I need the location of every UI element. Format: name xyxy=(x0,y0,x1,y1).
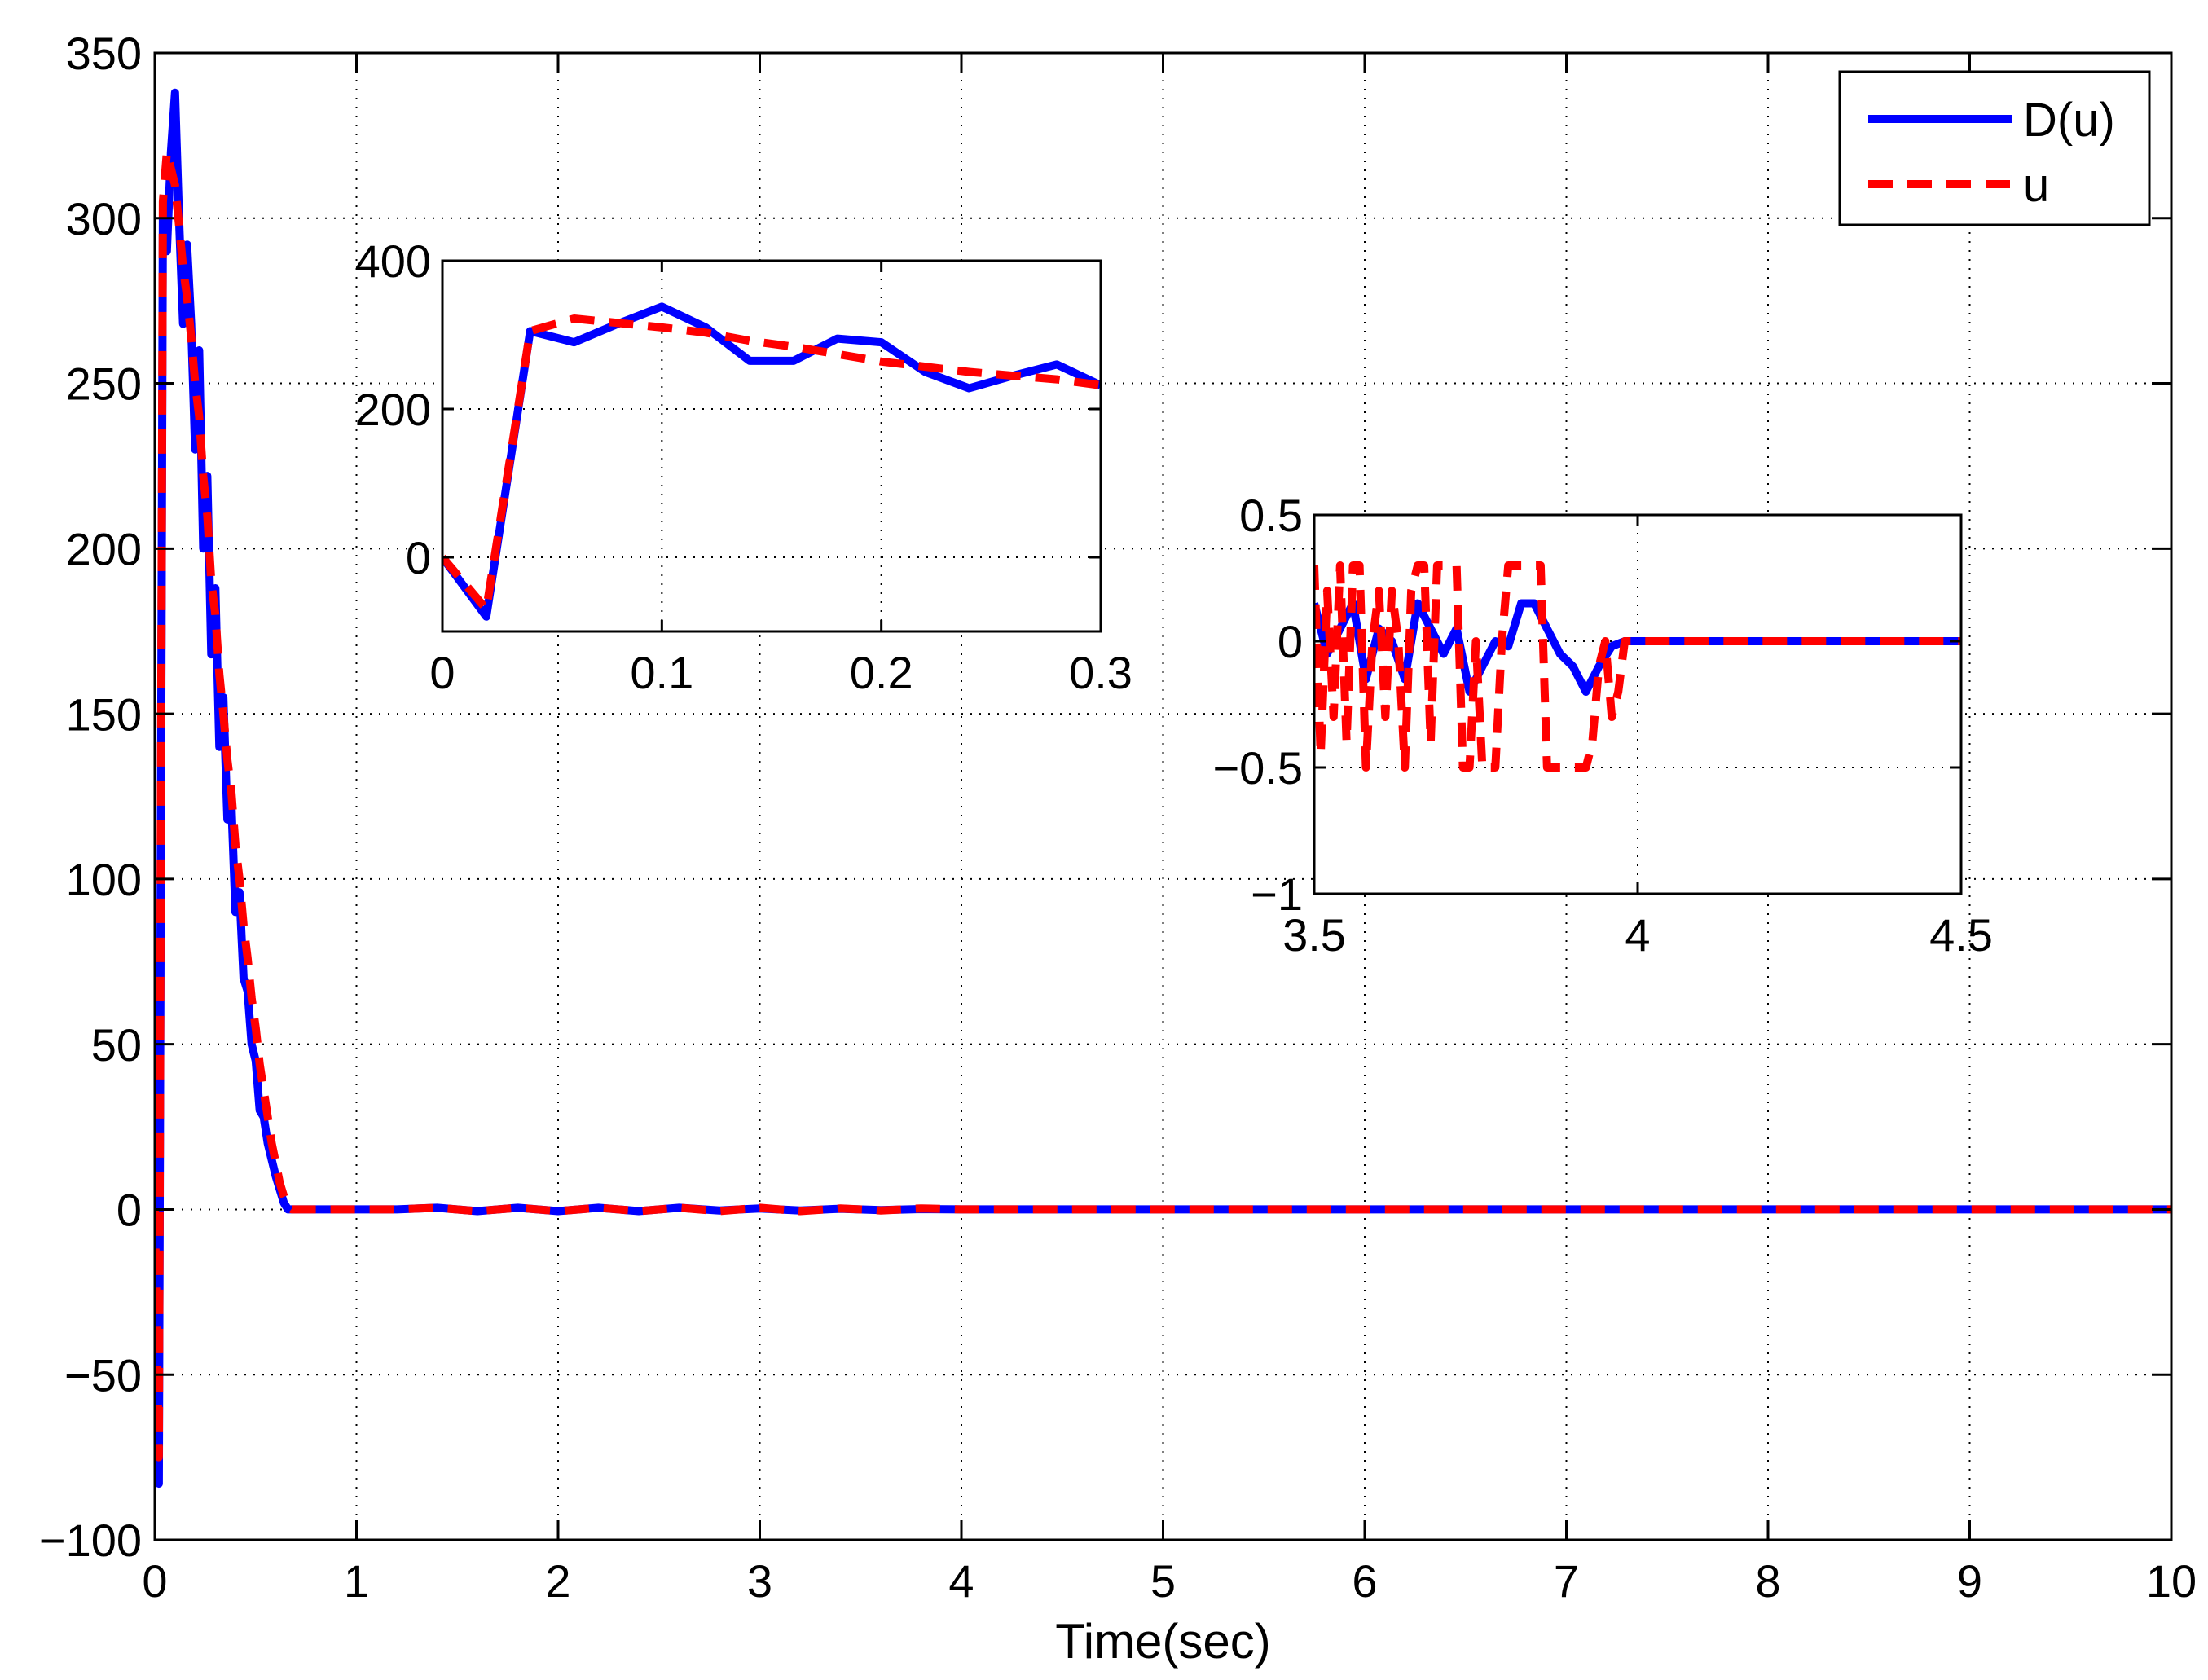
inset-plot-early: 0 0.1 0.2 0.3 0 200 400 xyxy=(355,235,1133,698)
y-tick-label: 250 xyxy=(66,358,142,410)
x-tick-label: 0 xyxy=(142,1555,167,1607)
x-tick-label: 7 xyxy=(1554,1555,1579,1607)
x-axis-label: Time(sec) xyxy=(1055,1614,1270,1669)
y-tick-label: 0 xyxy=(1278,616,1303,667)
y-tick-label: −1 xyxy=(1251,869,1303,920)
y-tick-label: 200 xyxy=(66,523,142,574)
y-tick-label: 0 xyxy=(117,1185,142,1236)
y-tick-label: −100 xyxy=(39,1515,142,1566)
y-tick-label: −0.5 xyxy=(1212,742,1303,794)
legend-label: D(u) xyxy=(2023,94,2115,147)
x-tick-label: 3 xyxy=(747,1555,772,1607)
series-line-u xyxy=(442,314,1101,614)
legend-label: u xyxy=(2023,159,2049,212)
series-line-u xyxy=(155,147,2171,1462)
x-tick-label: 4 xyxy=(1625,909,1650,961)
x-tick-label: 6 xyxy=(1352,1555,1377,1607)
y-tick-label: 50 xyxy=(91,1019,142,1071)
x-tick-label: 2 xyxy=(545,1555,570,1607)
y-tick-label: 0.5 xyxy=(1239,490,1303,541)
legend: D(u) u xyxy=(1838,70,2151,226)
legend-box xyxy=(1838,70,2151,226)
x-tick-label: 8 xyxy=(1755,1555,1780,1607)
y-tick-label: 200 xyxy=(355,384,431,435)
y-tick-label: 350 xyxy=(66,28,142,79)
x-tick-label: 0.1 xyxy=(630,647,693,698)
series-line-u xyxy=(1314,561,1961,772)
x-tick-label: 0.2 xyxy=(850,647,913,698)
plot-frame xyxy=(441,259,1102,633)
x-tick-label: 0 xyxy=(429,647,455,698)
y-tick-label: 300 xyxy=(66,193,142,244)
y-tick-label: 100 xyxy=(66,854,142,905)
series-line-du xyxy=(442,302,1101,621)
x-tick-label: 3.5 xyxy=(1282,909,1346,961)
inset-plot-late: 3.5 4 4.5 −1 −0.5 0 0.5 xyxy=(1212,490,1992,961)
y-tick-label: 400 xyxy=(355,235,431,287)
x-tick-label: 9 xyxy=(1957,1555,1982,1607)
x-tick-label: 0.3 xyxy=(1069,647,1133,698)
x-tick-label: 5 xyxy=(1150,1555,1176,1607)
y-tick-label: −50 xyxy=(64,1349,142,1401)
x-tick-label: 10 xyxy=(2146,1555,2197,1607)
plot-area xyxy=(442,261,1101,631)
x-tick-label: 4 xyxy=(948,1555,974,1607)
x-tick-label: 4.5 xyxy=(1929,909,1993,961)
x-tick-label: 1 xyxy=(344,1555,369,1607)
y-tick-label: 0 xyxy=(406,532,431,583)
y-tick-label: 150 xyxy=(66,688,142,740)
